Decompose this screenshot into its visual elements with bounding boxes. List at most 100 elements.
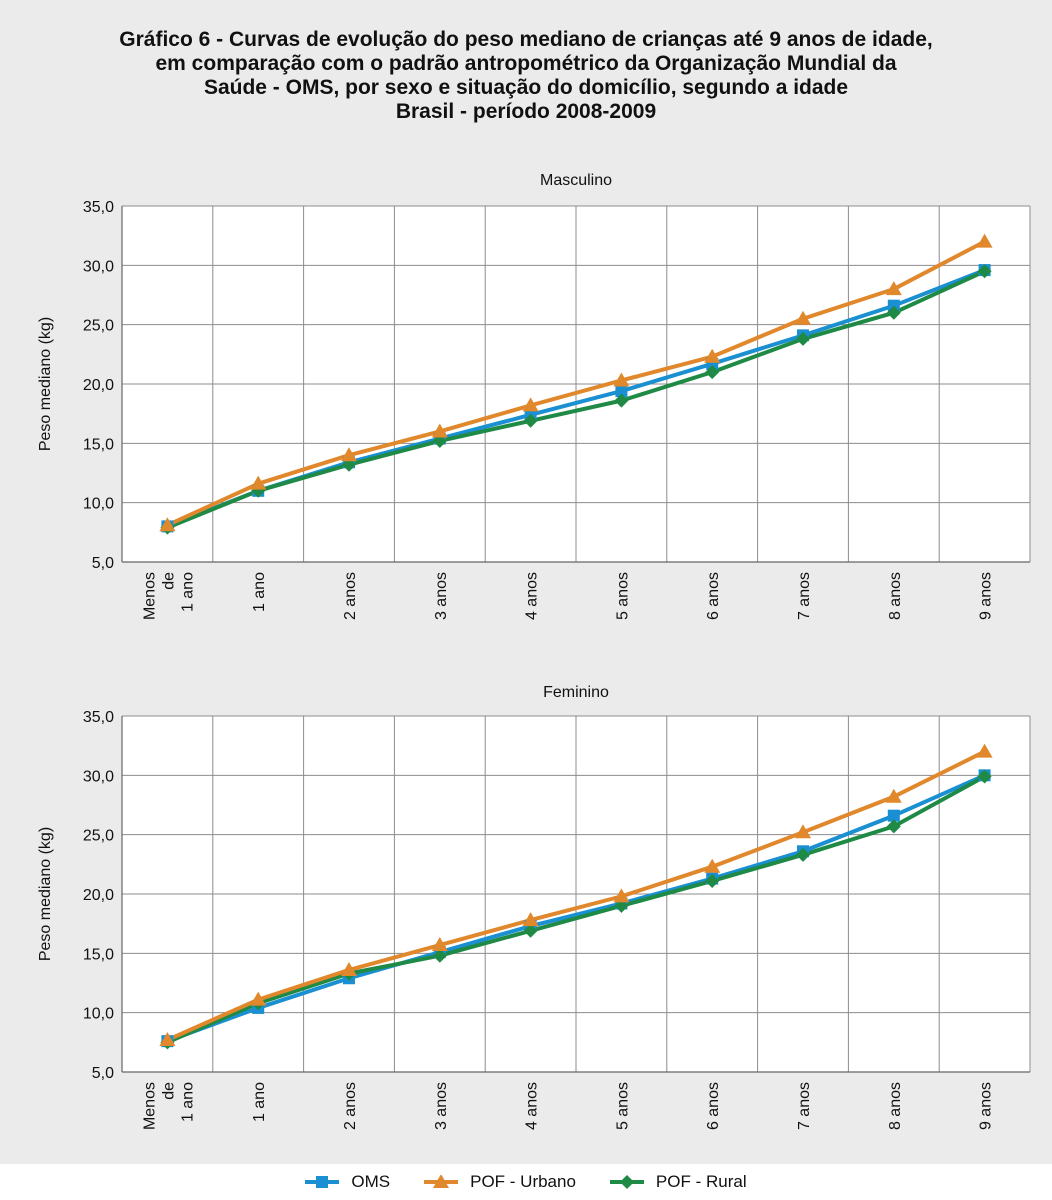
- legend-item-pof-urbano: POF - Urbano: [424, 1172, 576, 1192]
- legend-marker: [316, 1176, 329, 1188]
- y-tick-label: 25,0: [83, 318, 114, 335]
- x-tick-label: 2 anos: [342, 1082, 359, 1130]
- series-line-pof-rural: [166, 774, 986, 1045]
- data-point-pof-urbano: [341, 961, 357, 976]
- series-line-pof-urbano: [166, 749, 986, 1042]
- data-point-pof-urbano: [795, 824, 811, 839]
- chart-title-line-1: Gráfico 6 - Curvas de evolução do peso m…: [119, 28, 933, 51]
- data-point-pof-urbano: [795, 310, 811, 325]
- x-tick-label: de: [160, 1082, 177, 1100]
- series-line-pof-rural: [166, 269, 986, 530]
- x-tick-label: de: [160, 572, 177, 590]
- data-point-pof-urbano: [704, 858, 721, 873]
- data-point-pof-urbano: [159, 517, 176, 532]
- data-point-pof-urbano: [522, 397, 539, 412]
- legend: OMS POF - Urbano POF - Rural: [0, 1164, 1052, 1200]
- x-tick-label: 3 anos: [433, 1082, 450, 1130]
- y-tick-label: 20,0: [83, 377, 114, 394]
- legend-label-oms: OMS: [351, 1172, 391, 1191]
- chart-figure: Gráfico 6 - Curvas de evolução do peso m…: [0, 0, 1052, 1164]
- x-tick-label: 1 ano: [179, 572, 196, 612]
- x-tick-label: 7 anos: [796, 1082, 813, 1130]
- legend-item-oms: OMS: [305, 1172, 390, 1192]
- y-tick-label: 5,0: [92, 555, 114, 572]
- data-point-pof-urbano: [431, 937, 448, 952]
- data-point-pof-urbano: [976, 743, 993, 758]
- data-point-pof-urbano: [704, 348, 721, 363]
- data-point-pof-urbano: [885, 788, 902, 803]
- chart-title-line-4: Brasil - período 2008-2009: [395, 100, 657, 123]
- chart-title-line-2: em comparação com o padrão antropométric…: [155, 52, 897, 75]
- x-tick-label: Menos: [141, 572, 158, 620]
- x-tick-label: 1 ano: [179, 1082, 196, 1122]
- x-tick-label: 5 anos: [614, 572, 631, 620]
- y-tick-label: 20,0: [83, 887, 114, 904]
- chart-panel-masculino: 5,0 10,0 15,0 20,0 25,0 30,0 35,0 Masculino Peso…: [37, 172, 1031, 620]
- data-point-oms: [887, 299, 900, 312]
- legend-label-pof-urbano: POF - Urbano: [470, 1172, 576, 1191]
- panel-title: Masculino: [540, 172, 612, 189]
- data-point-pof-urbano: [341, 447, 357, 462]
- x-tick-label: 1 ano: [251, 572, 268, 612]
- legend-marker: [433, 1175, 450, 1188]
- y-tick-label: 30,0: [83, 768, 114, 785]
- series-line-oms: [166, 773, 986, 1044]
- y-tick-label: 30,0: [83, 258, 114, 275]
- x-tick-label: 2 anos: [342, 572, 359, 620]
- data-point-pof-urbano: [522, 912, 539, 927]
- data-point-pof-rural: [614, 393, 629, 408]
- x-tick-label: 5 anos: [614, 1082, 631, 1130]
- x-tick-label: 7 anos: [796, 572, 813, 620]
- legend-pof-rural-icon: [609, 1175, 644, 1189]
- x-tick-label: 8 anos: [887, 1082, 904, 1130]
- data-point-pof-urbano: [250, 475, 267, 490]
- data-point-pof-rural: [796, 331, 810, 346]
- panel-title: Feminino: [543, 684, 609, 701]
- chart-title: Gráfico 6 - Curvas de evolução do peso m…: [60, 28, 992, 124]
- y-tick-label: 25,0: [83, 828, 114, 845]
- legend-marker: [619, 1175, 634, 1189]
- x-tick-label: 1 ano: [251, 1082, 268, 1122]
- x-tick-label: 8 anos: [887, 572, 904, 620]
- y-axis-label: Peso mediano (kg): [37, 827, 54, 961]
- data-point-pof-urbano: [250, 991, 267, 1006]
- y-tick-label: 5,0: [92, 1065, 114, 1082]
- data-point-oms: [615, 385, 628, 398]
- chart-panel-feminino: 5,0 10,0 15,0 20,0 25,0 30,0 35,0 Feminino Peso …: [37, 684, 1031, 1130]
- legend-label-pof-rural: POF - Rural: [655, 1172, 747, 1191]
- data-point-pof-rural: [523, 923, 538, 938]
- x-tick-label: 9 anos: [978, 1082, 995, 1130]
- legend-item-pof-rural: POF - Rural: [609, 1172, 747, 1192]
- data-point-pof-urbano: [885, 281, 902, 296]
- data-point-pof-rural: [523, 413, 538, 428]
- data-point-pof-rural: [886, 305, 901, 320]
- data-point-pof-rural: [886, 819, 901, 834]
- y-axis-label: Peso mediano (kg): [37, 317, 54, 451]
- x-tick-label: 9 anos: [978, 572, 995, 620]
- chart-title-line-3: Saúde - OMS, por sexo e situação do domi…: [203, 76, 849, 99]
- data-point-pof-urbano: [431, 423, 448, 438]
- data-point-pof-rural: [432, 948, 447, 963]
- data-point-pof-rural: [977, 264, 992, 279]
- y-tick-label: 15,0: [83, 946, 114, 963]
- data-point-pof-rural: [705, 873, 720, 888]
- x-tick-label: 6 anos: [705, 572, 722, 620]
- data-point-oms: [887, 809, 900, 822]
- data-point-pof-rural: [796, 847, 810, 862]
- data-point-pof-urbano: [976, 233, 993, 248]
- y-tick-label: 10,0: [83, 496, 114, 513]
- charts-svg: 5,0 10,0 15,0 20,0 25,0 30,0 35,0 Masculino Peso…: [37, 172, 1031, 1130]
- data-point-pof-rural: [977, 769, 992, 784]
- y-tick-label: 35,0: [83, 709, 114, 726]
- data-point-pof-urbano: [159, 1031, 176, 1046]
- x-tick-label: 4 anos: [524, 1082, 541, 1130]
- data-point-pof-rural: [705, 365, 720, 380]
- y-tick-label: 15,0: [83, 436, 114, 453]
- data-point-pof-urbano: [613, 372, 630, 387]
- data-point-pof-urbano: [613, 888, 630, 903]
- y-tick-label: 10,0: [83, 1006, 114, 1023]
- x-tick-label: Menos: [141, 1082, 158, 1130]
- x-tick-label: 3 anos: [433, 572, 450, 620]
- legend-pof-urbano-icon: [424, 1175, 459, 1188]
- series-line-pof-urbano: [166, 239, 986, 528]
